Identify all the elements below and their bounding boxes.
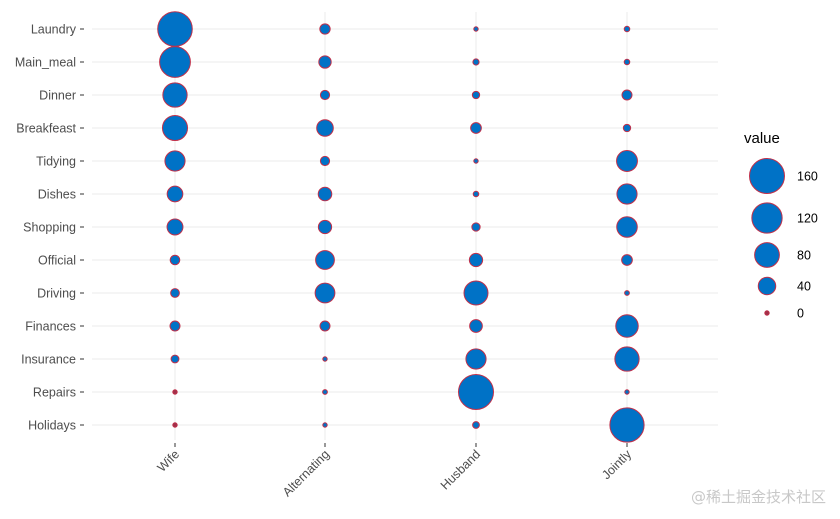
point-official-wife bbox=[169, 254, 181, 266]
point-laundry-wife bbox=[157, 11, 193, 47]
point-holidays-jointly bbox=[609, 407, 645, 443]
point-insurance-husband bbox=[465, 348, 487, 370]
point-finances-wife bbox=[169, 320, 181, 332]
point-tidying-alternating bbox=[319, 155, 331, 167]
point-insurance-wife bbox=[170, 354, 180, 364]
y-tick-label-finances: Finances bbox=[25, 320, 76, 334]
point-holidays-wife bbox=[172, 422, 178, 428]
legend: value 160 120 80 40 0 bbox=[744, 130, 818, 321]
point-official-alternating bbox=[315, 250, 335, 270]
y-tick-label-dinner: Dinner bbox=[39, 89, 76, 103]
point-main-meal-jointly bbox=[623, 58, 631, 66]
point-finances-husband bbox=[469, 319, 483, 333]
point-dinner-jointly bbox=[621, 89, 633, 101]
legend-key-120 bbox=[751, 202, 783, 234]
point-shopping-husband bbox=[471, 222, 481, 232]
y-tick-label-tidying: Tidying bbox=[36, 155, 76, 169]
point-finances-jointly bbox=[615, 314, 639, 338]
point-repairs-alternating bbox=[322, 389, 328, 395]
point-tidying-husband bbox=[473, 158, 479, 164]
y-tick-label-repairs: Repairs bbox=[33, 386, 76, 400]
y-tick-label-main-meal: Main_meal bbox=[15, 56, 76, 70]
y-axis: Laundry Main_meal Dinner Breakfeast Tidying D… bbox=[15, 23, 84, 433]
point-insurance-alternating bbox=[322, 356, 328, 362]
y-tick-label-holidays: Holidays bbox=[28, 419, 76, 433]
point-dinner-alternating bbox=[319, 89, 331, 101]
y-tick-label-official: Official bbox=[38, 254, 76, 268]
point-holidays-alternating bbox=[322, 422, 328, 428]
data-points bbox=[157, 11, 645, 443]
point-tidying-wife bbox=[164, 150, 186, 172]
point-shopping-alternating bbox=[317, 219, 333, 235]
point-dishes-husband bbox=[472, 190, 480, 198]
y-tick-label-driving: Driving bbox=[37, 287, 76, 301]
point-dishes-jointly bbox=[616, 183, 638, 205]
x-tick-label-jointly: Jointly bbox=[599, 447, 634, 482]
legend-title: value bbox=[744, 130, 780, 147]
legend-key-40 bbox=[757, 276, 777, 296]
y-tick-label-insurance: Insurance bbox=[21, 353, 76, 367]
point-dishes-alternating bbox=[317, 186, 333, 202]
point-repairs-jointly bbox=[624, 389, 630, 395]
x-tick-label-wife: Wife bbox=[155, 447, 183, 475]
point-breakfeast-alternating bbox=[316, 119, 334, 137]
legend-label-160: 160 bbox=[797, 170, 818, 184]
point-driving-husband bbox=[463, 280, 489, 306]
point-holidays-husband bbox=[472, 421, 480, 429]
point-breakfeast-jointly bbox=[622, 123, 632, 133]
legend-key-0 bbox=[764, 310, 770, 316]
point-dinner-wife bbox=[162, 82, 188, 108]
y-tick-label-breakfeast: Breakfeast bbox=[16, 122, 76, 136]
legend-label-40: 40 bbox=[797, 280, 811, 294]
y-tick-label-laundry: Laundry bbox=[31, 23, 77, 37]
point-finances-alternating bbox=[319, 320, 331, 332]
point-main-meal-wife bbox=[159, 46, 191, 78]
point-dishes-wife bbox=[166, 185, 184, 203]
point-laundry-alternating bbox=[319, 23, 331, 35]
point-laundry-husband bbox=[473, 26, 479, 32]
x-tick-label-alternating: Alternating bbox=[280, 447, 332, 499]
y-tick-label-shopping: Shopping bbox=[23, 221, 76, 235]
legend-label-80: 80 bbox=[797, 249, 811, 263]
x-tick-label-husband: Husband bbox=[438, 447, 483, 492]
legend-key-80 bbox=[754, 242, 780, 268]
point-repairs-wife bbox=[172, 389, 178, 395]
point-driving-wife bbox=[170, 288, 180, 298]
point-tidying-jointly bbox=[616, 150, 638, 172]
point-breakfeast-husband bbox=[470, 122, 482, 134]
watermark: @稀土掘金技术社区 bbox=[690, 488, 826, 506]
legend-label-120: 120 bbox=[797, 212, 818, 226]
point-main-meal-husband bbox=[472, 58, 480, 66]
point-official-husband bbox=[468, 252, 484, 268]
point-laundry-jointly bbox=[623, 25, 631, 33]
y-tick-label-dishes: Dishes bbox=[38, 188, 76, 202]
x-axis: Wife Alternating Husband Jointly bbox=[155, 443, 635, 499]
point-insurance-jointly bbox=[614, 346, 640, 372]
point-driving-jointly bbox=[624, 290, 630, 296]
point-shopping-wife bbox=[166, 218, 184, 236]
legend-label-0: 0 bbox=[797, 307, 804, 321]
point-main-meal-alternating bbox=[318, 55, 332, 69]
point-dinner-husband bbox=[471, 90, 481, 100]
point-driving-alternating bbox=[314, 282, 336, 304]
point-breakfeast-wife bbox=[161, 114, 189, 142]
point-official-jointly bbox=[621, 254, 633, 266]
point-repairs-husband bbox=[458, 374, 494, 410]
legend-key-160 bbox=[749, 158, 785, 194]
point-shopping-jointly bbox=[616, 216, 638, 238]
